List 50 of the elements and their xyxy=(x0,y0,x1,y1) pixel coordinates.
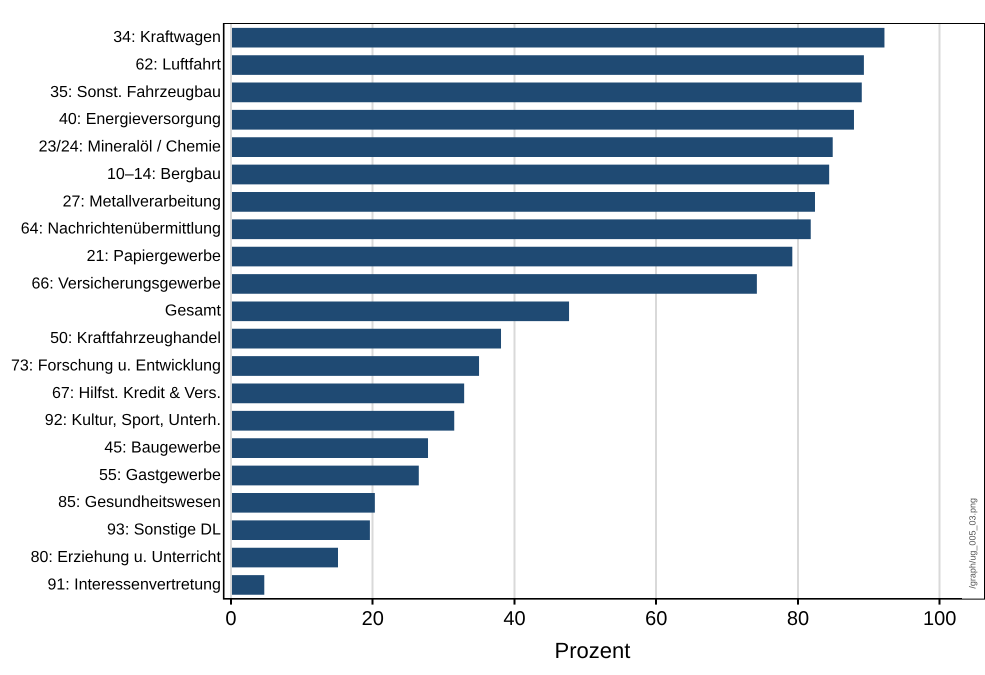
bar xyxy=(232,55,864,75)
x-tick-label: 100 xyxy=(923,608,956,630)
x-tick-label: 40 xyxy=(503,608,526,630)
y-tick-label: 66: Versicherungsgewerbe xyxy=(31,275,221,292)
bar xyxy=(232,219,811,240)
y-tick-label: 64: Nachrichtenübermittlung xyxy=(20,220,221,238)
bar xyxy=(232,356,480,376)
bar xyxy=(232,466,419,486)
bar xyxy=(232,110,854,130)
x-tick-label: 20 xyxy=(362,608,384,630)
bar xyxy=(232,137,833,157)
x-tick-label: 80 xyxy=(786,608,810,630)
bar xyxy=(232,274,757,294)
bar xyxy=(232,164,830,184)
bar xyxy=(232,28,884,48)
bar xyxy=(232,492,375,513)
x-tick-label: 60 xyxy=(645,608,668,630)
bar xyxy=(232,438,428,458)
y-tick-label: 73: Forschung u. Entwicklung xyxy=(11,357,221,374)
bar xyxy=(232,520,370,540)
text: /graph/ug_005_03.png xyxy=(967,498,978,589)
bar xyxy=(232,192,815,212)
bar xyxy=(232,548,338,568)
y-tick-label: 92: Kultur, Sport, Unterh. xyxy=(44,412,221,430)
y-tick-label: 35: Sonst. Fahrzeugbau xyxy=(50,84,221,101)
y-tick-label: Gesamt xyxy=(164,302,222,320)
y-tick-label: 10–14: Bergbau xyxy=(107,166,221,183)
y-tick-label: 85: Gesundheitswesen xyxy=(58,494,221,512)
y-tick-label: 91: Interessenvertretung xyxy=(47,576,221,594)
bar xyxy=(232,82,862,102)
y-tick-label: 34: Kraftwagen xyxy=(113,29,221,46)
bar xyxy=(232,410,454,431)
y-tick-label: 27: Metallverarbeitung xyxy=(62,193,221,210)
bar xyxy=(232,575,264,595)
y-tick-label: 55: Gastgewerbe xyxy=(99,466,221,484)
bar xyxy=(232,246,792,266)
y-tick-label: 45: Baugewerbe xyxy=(104,440,221,457)
y-tick-label: 80: Erziehung u. Unterricht xyxy=(30,548,222,566)
y-tick-label: 40: Energieversorgung xyxy=(59,111,221,128)
y-tick-label: 67: Hilfst. Kredit & Vers. xyxy=(52,384,221,402)
bar xyxy=(232,328,502,349)
y-tick-label: 21: Papiergewerbe xyxy=(86,248,221,265)
x-axis-title: Prozent xyxy=(554,638,630,663)
x-tick-label: 0 xyxy=(225,608,237,630)
y-tick-label: 93: Sonstige DL xyxy=(107,522,221,539)
bar xyxy=(232,384,464,404)
y-tick-label: 62: Luftfahrt xyxy=(136,56,222,74)
y-tick-label: 23/24: Mineralöl / Chemie xyxy=(38,138,221,156)
y-tick-label: 50: Kraftfahrzeughandel xyxy=(50,330,221,348)
bar xyxy=(232,301,570,322)
